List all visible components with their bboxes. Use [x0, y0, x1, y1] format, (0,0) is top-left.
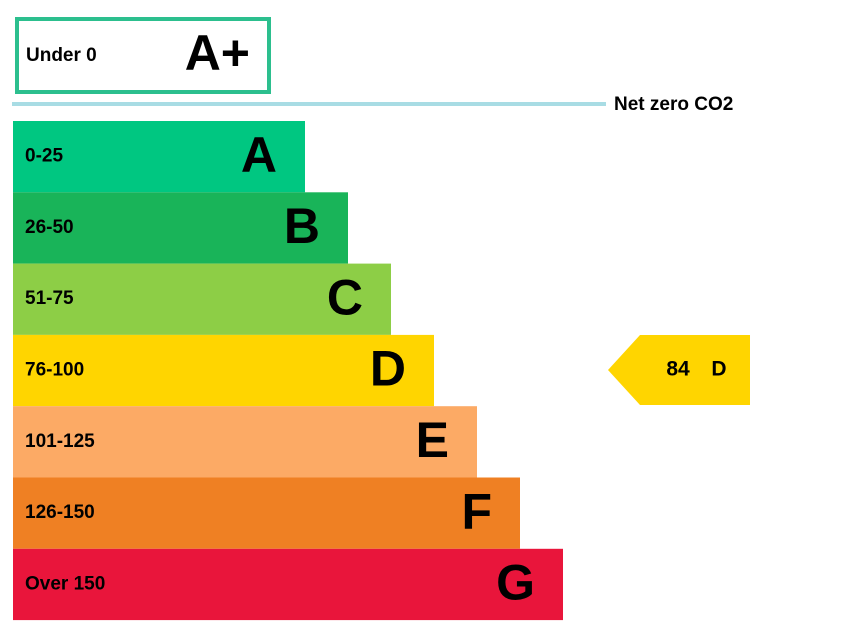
- band-letter: A: [241, 127, 277, 183]
- band-range: 51-75: [25, 288, 74, 309]
- band-range: 126-150: [25, 502, 95, 523]
- band-range: 101-125: [25, 431, 95, 452]
- band-bar: [13, 548, 563, 621]
- top-band-box: [15, 17, 271, 94]
- band-letter: G: [496, 555, 535, 611]
- net-zero-label: Net zero CO2: [614, 94, 733, 115]
- band-letter: E: [416, 412, 449, 468]
- band-letter: C: [327, 269, 363, 325]
- band-bar: [13, 263, 391, 335]
- band-letter: F: [461, 483, 492, 539]
- band-range: 76-100: [25, 360, 84, 381]
- band-range: Over 150: [25, 573, 105, 594]
- band-bar: [13, 334, 434, 407]
- band-bar: [13, 121, 305, 193]
- rating-pointer: [608, 335, 750, 405]
- rating-score: 84: [666, 358, 690, 381]
- band-bar: [13, 406, 477, 478]
- band-range: 0-25: [25, 146, 63, 167]
- band-letter: B: [284, 198, 320, 254]
- band-range: 26-50: [25, 217, 74, 238]
- top-band-range: Under 0: [26, 45, 97, 66]
- band-bar: [13, 192, 348, 264]
- band-bar: [13, 477, 520, 549]
- top-band-letter: A+: [185, 25, 250, 81]
- band-letter: D: [370, 341, 406, 397]
- rating-letter: D: [711, 358, 726, 381]
